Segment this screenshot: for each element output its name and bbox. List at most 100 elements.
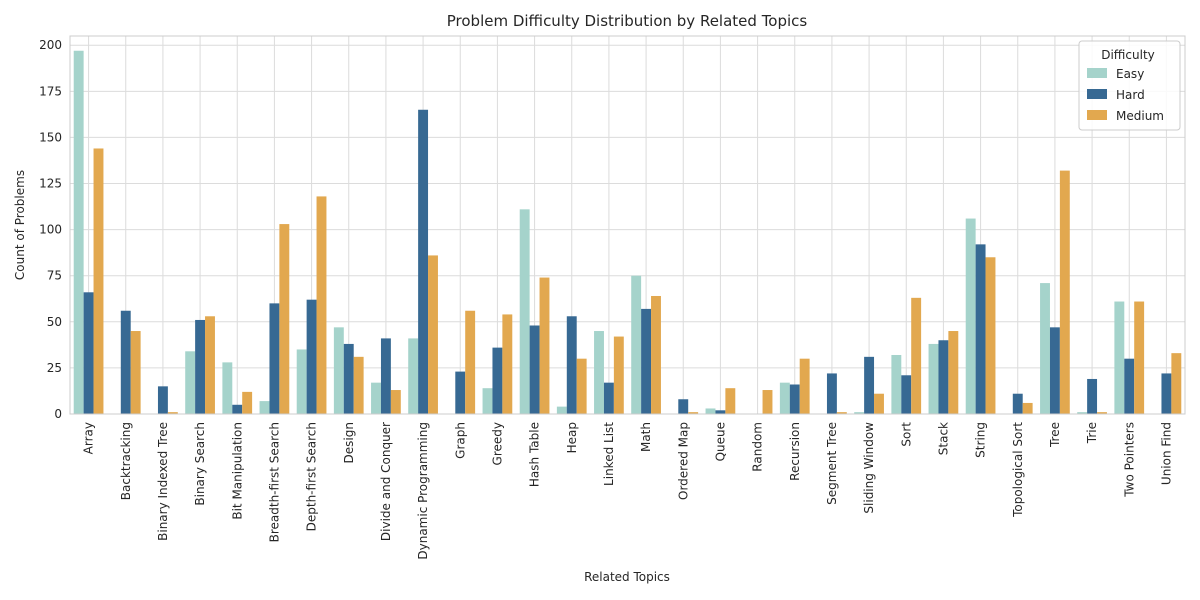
bar-hard-graph bbox=[455, 371, 466, 414]
x-tick-label: Ordered Map bbox=[676, 422, 690, 500]
y-tick-labels: 0 25 50 75 100 125 150 175 200 bbox=[39, 38, 62, 421]
legend-swatch-medium bbox=[1087, 110, 1107, 120]
bar-hard-union-find bbox=[1161, 373, 1172, 414]
x-tick-label: Binary Indexed Tree bbox=[156, 422, 170, 541]
bar-medium-math bbox=[651, 295, 661, 414]
bar-easy-array bbox=[73, 50, 84, 414]
bar-easy-sliding-window bbox=[854, 412, 865, 414]
bar-medium-sort bbox=[911, 297, 922, 414]
bar-hard-heap bbox=[566, 316, 577, 414]
bar-hard-array bbox=[83, 292, 94, 414]
bar-medium-backtracking bbox=[130, 331, 141, 414]
legend-box bbox=[1078, 40, 1181, 131]
bar-hard-design bbox=[343, 343, 354, 414]
y-tick-label: 200 bbox=[39, 38, 62, 52]
bar-easy-linked-list bbox=[594, 331, 604, 414]
bar-medium-binary-search bbox=[205, 316, 215, 414]
bar-easy-hash-table bbox=[519, 209, 530, 414]
bar-medium-heap bbox=[576, 358, 587, 414]
x-tick-label: Graph bbox=[453, 422, 467, 459]
bar-medium-dynamic-programming bbox=[428, 255, 438, 414]
bar-hard-binary-search bbox=[195, 319, 206, 414]
legend-title: Difficulty bbox=[1101, 48, 1155, 62]
x-tick-label: Random bbox=[751, 422, 765, 472]
x-tick-label: Sort bbox=[899, 422, 913, 447]
bar-easy-math bbox=[631, 275, 642, 414]
bar-easy-string bbox=[965, 218, 976, 414]
bar-hard-greedy bbox=[492, 347, 503, 414]
bar-easy-tree bbox=[1040, 283, 1050, 414]
bar-hard-tree bbox=[1049, 327, 1060, 414]
bar-hard-recursion bbox=[789, 384, 800, 414]
x-tick-label: Array bbox=[82, 422, 96, 454]
bar-medium-random bbox=[762, 390, 773, 414]
bar-easy-binary-search bbox=[185, 351, 196, 414]
y-tick-label: 50 bbox=[47, 315, 62, 329]
bar-hard-queue bbox=[715, 410, 726, 414]
y-tick-label: 125 bbox=[39, 177, 62, 191]
legend-swatch-easy bbox=[1087, 68, 1107, 78]
chart-title: Problem Difficulty Distribution by Relat… bbox=[447, 12, 808, 30]
plot-background bbox=[70, 36, 1185, 414]
bar-hard-sliding-window bbox=[864, 356, 875, 414]
bar-medium-string bbox=[985, 257, 996, 414]
bar-easy-queue bbox=[705, 408, 716, 414]
bar-medium-ordered-map bbox=[688, 412, 699, 414]
x-tick-label: Backtracking bbox=[119, 422, 133, 500]
bar-medium-greedy bbox=[502, 314, 513, 414]
bar-medium-sliding-window bbox=[874, 393, 884, 414]
bar-hard-dynamic-programming bbox=[418, 109, 429, 414]
bar-easy-heap bbox=[556, 406, 567, 414]
y-axis-title: Count of Problems bbox=[13, 170, 27, 280]
bar-hard-string bbox=[975, 244, 986, 414]
bar-medium-queue bbox=[725, 388, 736, 414]
x-tick-label: Heap bbox=[565, 422, 579, 453]
bar-easy-bit-manipulation bbox=[222, 362, 233, 414]
bar-medium-tree bbox=[1059, 170, 1070, 414]
x-tick-label: Recursion bbox=[788, 422, 802, 481]
legend-items: Easy Hard Medium bbox=[1087, 67, 1164, 123]
legend-label-medium: Medium bbox=[1116, 109, 1164, 123]
bar-medium-linked-list bbox=[613, 336, 624, 414]
bar-hard-math bbox=[641, 308, 652, 414]
bar-hard-binary-indexed-tree bbox=[157, 386, 168, 414]
bar-easy-greedy bbox=[482, 388, 493, 414]
legend-label-hard: Hard bbox=[1116, 88, 1145, 102]
bar-hard-segment-tree bbox=[826, 373, 837, 414]
bar-easy-breadth-first-search bbox=[259, 401, 270, 414]
bar-hard-divide-and-conquer bbox=[380, 338, 391, 414]
bar-easy-divide-and-conquer bbox=[371, 382, 381, 414]
x-tick-label: Depth-first Search bbox=[305, 422, 319, 531]
x-tick-label: Segment Tree bbox=[825, 422, 839, 505]
bar-medium-stack bbox=[948, 331, 959, 414]
bars bbox=[73, 50, 1182, 415]
x-tick-label: Design bbox=[342, 422, 356, 463]
x-axis-title: Related Topics bbox=[584, 570, 670, 584]
bar-medium-array bbox=[93, 148, 104, 415]
x-tick-label: Hash Table bbox=[528, 422, 542, 487]
x-tick-label: Binary Search bbox=[193, 422, 207, 506]
x-tick-label: Union Find bbox=[1159, 422, 1173, 485]
bar-hard-breadth-first-search bbox=[269, 303, 280, 414]
bar-medium-breadth-first-search bbox=[279, 224, 290, 414]
bar-hard-sort bbox=[901, 375, 912, 414]
x-tick-label: Greedy bbox=[490, 422, 504, 465]
x-tick-label: Math bbox=[639, 422, 653, 452]
x-tick-label: Trie bbox=[1085, 422, 1099, 444]
bar-hard-trie bbox=[1087, 378, 1098, 414]
x-tick-label: Breadth-first Search bbox=[267, 422, 281, 542]
bar-medium-graph bbox=[465, 310, 476, 414]
bar-medium-binary-indexed-tree bbox=[167, 412, 178, 414]
bar-medium-divide-and-conquer bbox=[390, 390, 401, 414]
x-tick-label: Stack bbox=[936, 422, 950, 455]
bar-easy-two-pointers bbox=[1114, 301, 1125, 414]
bar-hard-linked-list bbox=[603, 382, 614, 414]
bar-easy-sort bbox=[891, 354, 902, 414]
bar-hard-two-pointers bbox=[1124, 358, 1135, 414]
bar-hard-bit-manipulation bbox=[232, 404, 243, 414]
bar-hard-topological-sort bbox=[1012, 393, 1023, 414]
x-tick-label: Tree bbox=[1048, 422, 1062, 448]
bar-hard-stack bbox=[938, 340, 949, 414]
